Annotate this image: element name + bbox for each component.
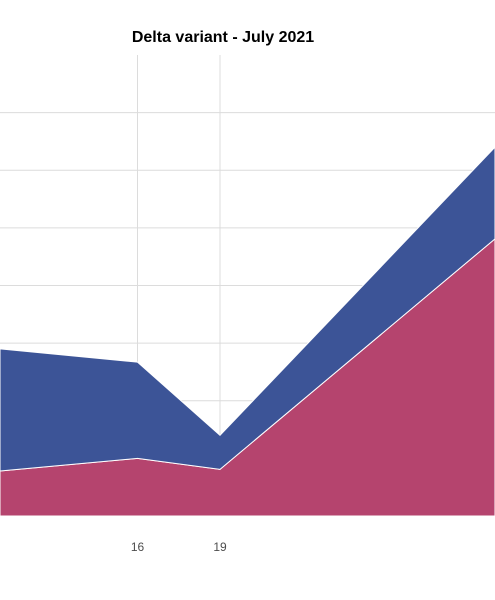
area	[0, 146, 495, 472]
x-tick-label: 16	[131, 540, 145, 554]
x-tick-label: 19	[213, 540, 227, 554]
chart-title: Delta variant - July 2021	[132, 29, 314, 46]
